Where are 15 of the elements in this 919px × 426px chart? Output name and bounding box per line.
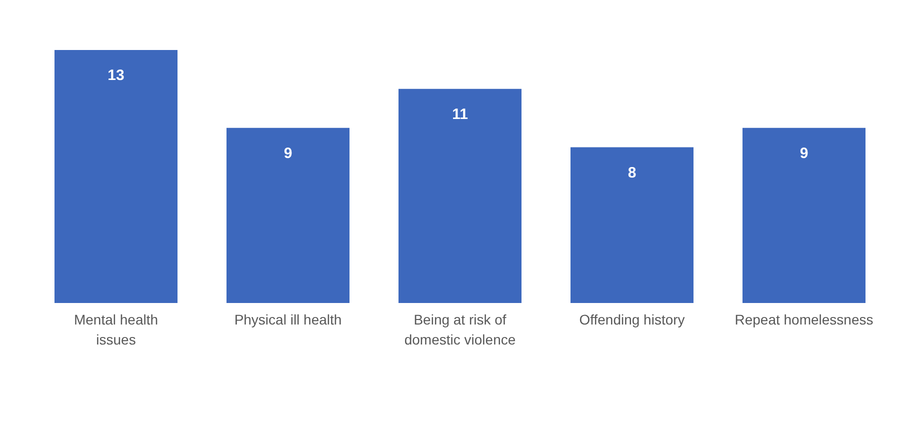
x-tick-label: Repeat homelessness [734, 312, 874, 328]
bar [570, 147, 694, 303]
data-label: 8 [628, 164, 636, 182]
x-tick-label: Being at risk of domestic violence [404, 312, 516, 348]
bar [54, 50, 178, 303]
bar [226, 128, 350, 303]
data-label: 13 [108, 67, 124, 84]
data-label: 9 [284, 144, 292, 162]
bar [398, 88, 522, 303]
x-tick-label: Mental health issues [74, 312, 158, 348]
data-label: 11 [452, 106, 468, 123]
data-label: 9 [800, 144, 808, 162]
x-tick-label: Offending history [579, 312, 685, 328]
bar [742, 128, 866, 303]
x-tick-label: Physical ill health [234, 312, 342, 328]
